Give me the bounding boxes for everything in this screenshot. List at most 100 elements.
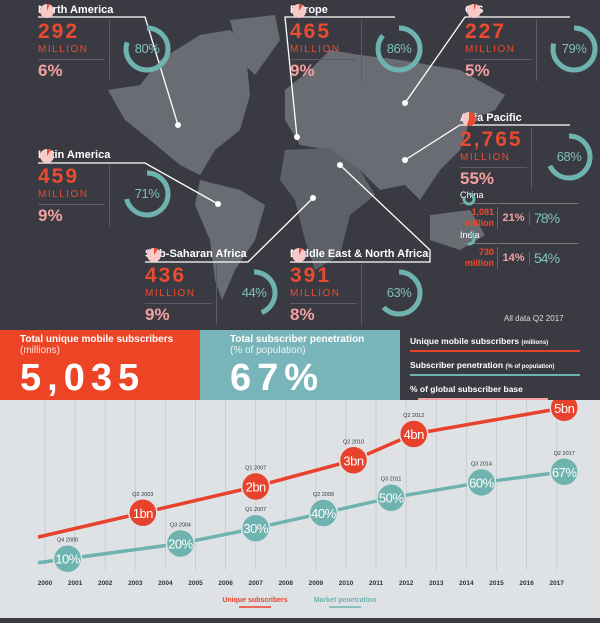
connector-dots	[175, 100, 408, 207]
region-penetration: 86%	[374, 24, 424, 74]
milestone-quarter-label: Q3 2011	[381, 477, 402, 483]
region-unit: MILLION	[465, 44, 532, 60]
milestone-marker	[398, 419, 429, 449]
milestone-quarter-label: Q3 2014	[471, 461, 492, 467]
milestone-value-label: 4bn	[404, 427, 424, 442]
penetration-subtitle: (% of population)	[230, 345, 306, 356]
region-unit: MILLION	[145, 288, 212, 304]
share-pie-icon	[292, 4, 306, 18]
series-legend-label: Market penetration	[314, 597, 377, 604]
year-tick-label: 2015	[489, 580, 504, 587]
year-tick-label: 2013	[429, 580, 444, 587]
milestone-quarter-label: Q3 2004	[170, 522, 191, 528]
milestone-value-label: 20%	[168, 536, 193, 551]
legend-sublabel: (% of population)	[505, 364, 555, 370]
share-pie-icon	[467, 4, 481, 18]
milestone-marker	[549, 457, 579, 487]
penetration-ring-icon	[462, 192, 476, 206]
penetration-ring-icon	[550, 25, 598, 73]
penetration-ring-icon	[545, 133, 593, 181]
legend-label: Unique mobile subscribers	[410, 336, 520, 346]
region-europe: Europe 465 MILLION 9% 86%	[290, 4, 424, 81]
total-subscribers-value: 5,035	[20, 357, 146, 399]
country-unit: million	[465, 258, 494, 268]
country-unit: million	[465, 218, 494, 228]
region-name: Latin America	[38, 149, 111, 161]
map-graphic	[38, 15, 570, 300]
region-unit: MILLION	[290, 44, 357, 60]
milestone-value-label: 67%	[552, 465, 577, 480]
milestone-quarter-label: Q2 2012	[403, 413, 424, 419]
legend-item: % of global subscriber base	[410, 384, 600, 396]
milestone-value-label: 2bn	[246, 480, 266, 495]
penetration-value: 67%	[230, 357, 325, 399]
region-share: 5%	[465, 61, 490, 80]
milestone-marker	[376, 482, 406, 513]
legend-swatch	[410, 350, 580, 352]
series-line-0	[37, 406, 565, 539]
region-subscribers: 391	[290, 264, 332, 287]
penetration-ring-icon	[123, 25, 171, 73]
year-tick-label: 2007	[248, 580, 263, 587]
country-india: India 730 million 14% 54%	[460, 230, 578, 269]
summary-stats: Total unique mobile subscribers (million…	[0, 330, 600, 400]
series-legend-label: Unique subscribers	[222, 597, 287, 604]
milestone-quarter-label: Q2 2003	[132, 492, 153, 498]
legend-item: Unique mobile subscribers (millions)	[410, 336, 600, 348]
milestone-value-label: 50%	[379, 491, 404, 506]
region-share: 9%	[290, 61, 315, 80]
milestone-quarter-label: Q4 2000	[57, 538, 78, 544]
milestone-marker	[308, 498, 339, 528]
region-share: 9%	[38, 206, 63, 225]
milestone-marker	[128, 498, 158, 528]
region-unit: MILLION	[460, 152, 527, 168]
year-tick-label: 2008	[279, 580, 294, 587]
country-penetration: 78%	[534, 210, 560, 226]
growth-chart: 2000 2001 2002 2003 2004 2005 2006 2007 2008 2009…	[0, 387, 600, 618]
milestone-quarter-label: Q2 2009	[313, 492, 334, 498]
north-america-landmass	[108, 30, 250, 175]
country-share: 21%	[498, 211, 530, 225]
south-america-landmass	[195, 180, 265, 300]
year-tick-label: 2017	[549, 580, 564, 587]
penetration-title: Total subscriber penetration	[230, 334, 365, 345]
milestone-value-label: 1bn	[133, 506, 153, 521]
year-tick-label: 2002	[98, 580, 113, 587]
total-subscribers-title: Total unique mobile subscribers	[20, 334, 174, 345]
region-share: 9%	[145, 305, 170, 324]
region-subscribers: 459	[38, 165, 80, 188]
country-subscribers: 730	[478, 247, 494, 257]
share-pie-icon	[462, 112, 476, 126]
africa-landmass	[280, 148, 375, 270]
legend-item: Subscriber penetration (% of population)	[410, 360, 600, 372]
country-penetration: 54%	[534, 250, 560, 266]
region-subscribers: 292	[38, 20, 80, 43]
region-unit: MILLION	[290, 288, 357, 304]
penetration-ring-icon	[230, 269, 278, 317]
milestone-value-label: 60%	[469, 475, 494, 490]
region-north-america: North America 292 MILLION 6% 80%	[38, 4, 172, 81]
legend-swatch	[418, 398, 548, 400]
year-tick-label: 2010	[339, 580, 354, 587]
country-share: 14%	[498, 251, 530, 265]
region-penetration: 71%	[122, 169, 172, 219]
region-penetration-value: 44%	[241, 285, 267, 300]
region-middle-east-north-africa: Middle East & North Africa 391 MILLION 8…	[290, 248, 428, 325]
region-unit: MILLION	[38, 189, 105, 205]
milestone-quarter-label: Q2 2017	[554, 451, 575, 457]
region-penetration: 80%	[122, 24, 172, 74]
region-cis: CIS 227 MILLION 5% 79%	[465, 4, 599, 81]
year-tick-label: 2004	[158, 580, 173, 587]
milestone-marker	[52, 543, 83, 574]
region-name: Europe	[290, 4, 328, 16]
year-tick-label: 2000	[38, 580, 53, 587]
year-tick-label: 2011	[369, 580, 383, 587]
region-penetration: 68%	[544, 132, 594, 182]
year-tick-label: 2016	[519, 580, 534, 587]
region-name: Asia Pacific	[460, 112, 522, 124]
region-penetration: 79%	[549, 24, 599, 74]
total-subscribers-panel: Total unique mobile subscribers (million…	[0, 330, 200, 400]
milestone-quarter-label: Q1 2007	[245, 466, 266, 472]
region-subscribers: 2,765	[460, 128, 523, 151]
milestone-marker	[338, 445, 369, 475]
